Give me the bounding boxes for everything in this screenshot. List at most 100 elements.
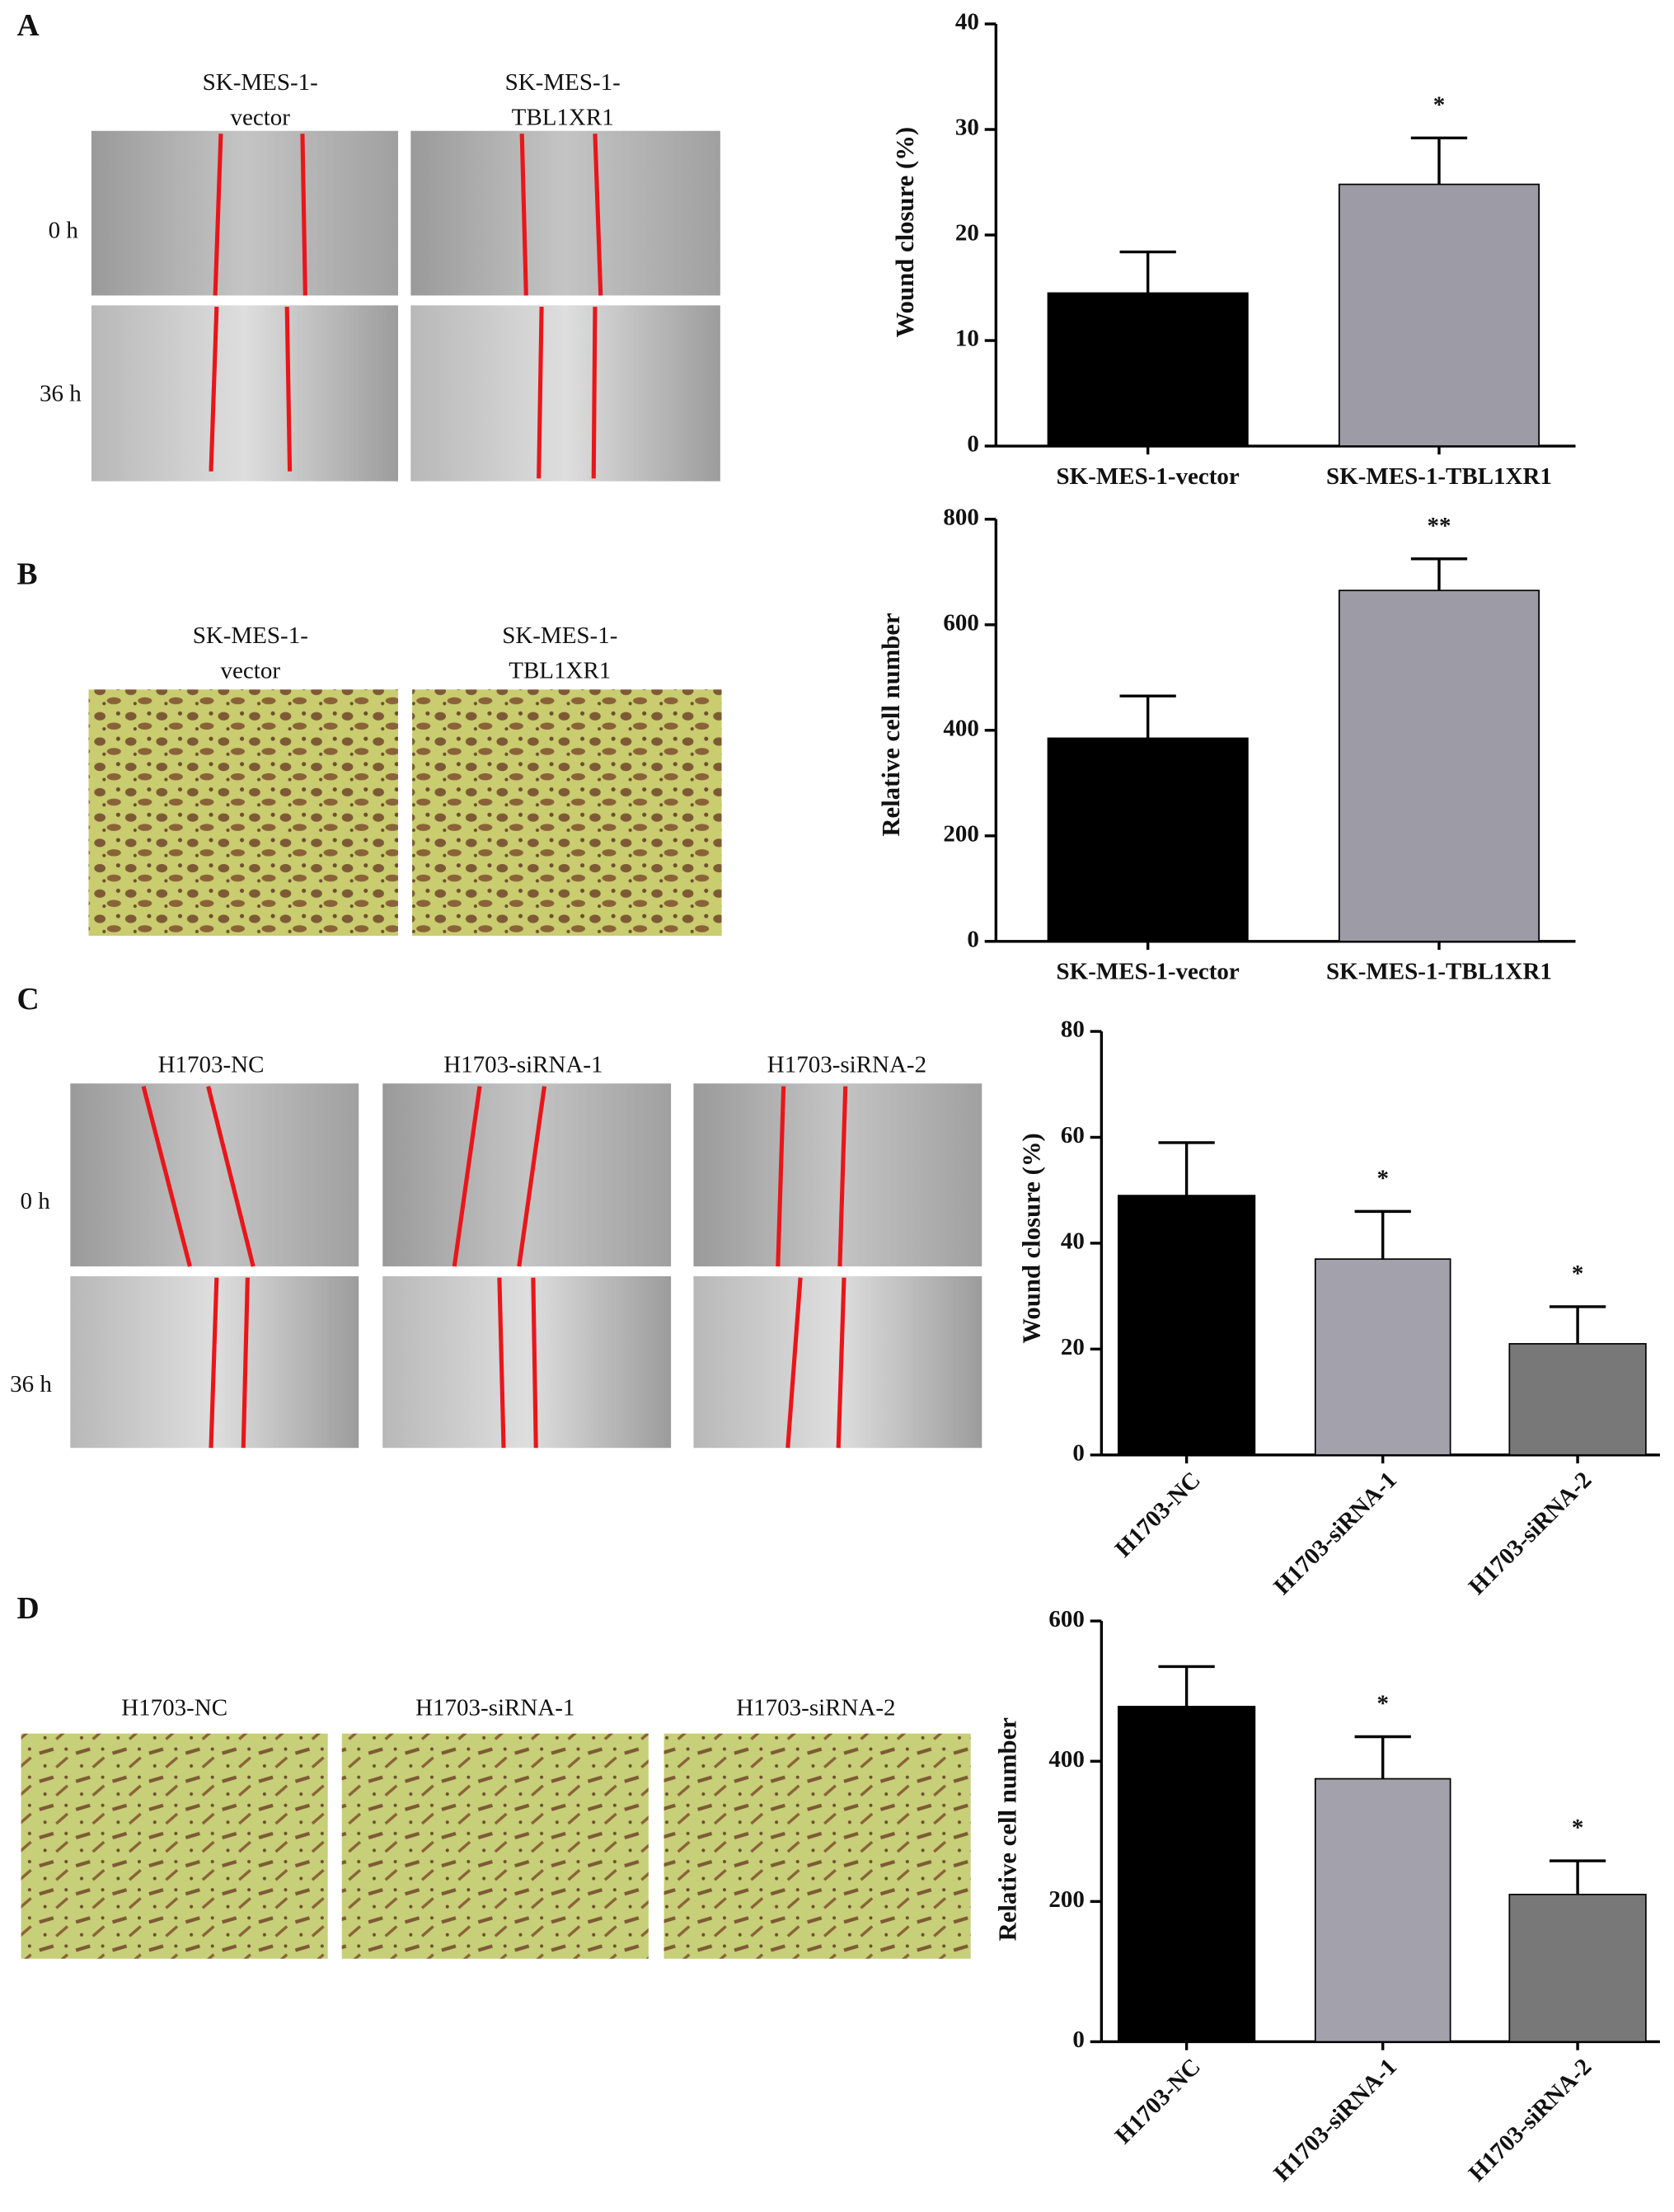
wound-edge [537,307,544,479]
column-caption: H1703-siRNA-2 [736,1694,895,1721]
panel-label: A [16,9,39,43]
micrograph [410,130,720,296]
x-tick-label: H1703-siRNA-2 [1464,1467,1597,1600]
significance-mark: * [1376,1165,1388,1191]
wound-edge [209,306,219,472]
y-tick-label: 40 [955,9,979,35]
y-tick-label: 200 [943,820,979,847]
column-caption: H1703-siRNA-2 [767,1051,926,1078]
y-tick-label: 600 [943,609,979,636]
row-caption: 0 h [21,1188,51,1214]
column-caption: TBL1XR1 [509,657,611,683]
y-axis-label: Relative cell number [993,1717,1021,1941]
wound-edge [593,134,603,296]
wound-edge [300,134,307,296]
wound-edge [837,1086,848,1267]
micrograph [382,1083,672,1267]
wound-edge [241,1277,250,1449]
column-caption: vector [231,105,291,131]
x-tick-label: H1703-siRNA-1 [1268,1467,1402,1600]
wound-edge [517,1086,547,1267]
micrograph [88,689,399,936]
x-tick-label: H1703-NC [1110,2054,1206,2149]
micrograph [21,1733,328,1959]
bar [1508,1894,1647,2043]
wound-edge [452,1086,482,1267]
column-caption: H1703-siRNA-1 [415,1694,574,1721]
wound-edge [213,134,223,296]
x-tick-label: H1703-siRNA-1 [1268,2054,1402,2187]
column-caption: SK-MES-1- [502,622,617,649]
wound-edge [206,1085,256,1267]
row-caption: 36 h [40,380,82,406]
y-tick-label: 20 [1061,1334,1085,1360]
significance-mark: * [1376,1691,1388,1717]
column-caption: SK-MES-1- [203,69,318,96]
column-caption: H1703-NC [121,1694,227,1721]
column-caption: vector [221,657,281,683]
micrograph [664,1733,971,1959]
wound-edge [284,307,293,472]
wound-edge [531,1277,538,1449]
bar [1117,1706,1256,2043]
y-tick-label: 600 [1048,1606,1084,1632]
y-tick-label: 30 [955,115,979,141]
column-caption: H1703-siRNA-1 [443,1051,603,1078]
panel-label: C [16,983,39,1017]
significance-mark: * [1572,1261,1584,1287]
micrograph [693,1083,982,1267]
micrograph [91,130,399,296]
significance-mark: * [1433,92,1445,118]
column-caption: TBL1XR1 [512,105,614,131]
wound-edge [497,1277,506,1449]
x-tick-label: SK-MES-1-vector [1057,959,1240,985]
x-tick-label: SK-MES-1-vector [1057,463,1240,490]
micrograph [410,305,720,481]
y-tick-label: 800 [943,504,979,530]
y-tick-label: 20 [955,220,979,247]
wound-edge [785,1277,803,1449]
x-tick-label: H1703-NC [1110,1467,1206,1562]
y-axis-label: Relative cell number [877,613,905,836]
x-tick-label: H1703-siRNA-2 [1464,2054,1597,2187]
wound-edge [591,307,598,479]
bar [1338,183,1540,447]
column-caption: SK-MES-1- [505,69,621,96]
y-axis-label: Wound closure (%) [1017,1133,1045,1343]
micrograph [341,1733,649,1959]
y-tick-label: 200 [1048,1886,1084,1913]
panel-label: B [16,557,37,591]
y-tick-label: 0 [967,926,979,952]
y-tick-label: 80 [1061,1017,1085,1043]
column-caption: SK-MES-1- [193,622,308,649]
bar [1117,1195,1256,1456]
wound-edge [776,1086,786,1267]
y-tick-label: 60 [1061,1122,1085,1148]
bar [1047,737,1249,942]
bar [1314,1258,1451,1456]
y-tick-label: 0 [1072,1439,1084,1466]
row-caption: 36 h [10,1371,52,1397]
wound-edge [519,134,528,296]
micrograph [91,305,399,481]
wound-edge [836,1277,846,1449]
micrograph [412,689,722,936]
column-caption: H1703-NC [158,1051,265,1078]
y-tick-label: 10 [955,326,979,352]
row-caption: 0 h [49,217,79,243]
significance-mark: ** [1427,513,1451,539]
y-tick-label: 0 [1072,2026,1084,2053]
y-tick-label: 400 [1048,1746,1084,1773]
y-tick-label: 400 [943,715,979,741]
significance-mark: * [1572,1815,1584,1841]
wound-edge [141,1085,192,1267]
x-tick-label: SK-MES-1-TBL1XR1 [1326,463,1552,490]
bar [1338,589,1540,942]
wound-edge [209,1277,219,1449]
y-axis-label: Wound closure (%) [891,127,919,337]
bar [1314,1778,1451,2043]
panel-label: D [16,1592,39,1626]
y-tick-label: 0 [967,431,979,458]
x-tick-label: SK-MES-1-TBL1XR1 [1326,959,1552,985]
